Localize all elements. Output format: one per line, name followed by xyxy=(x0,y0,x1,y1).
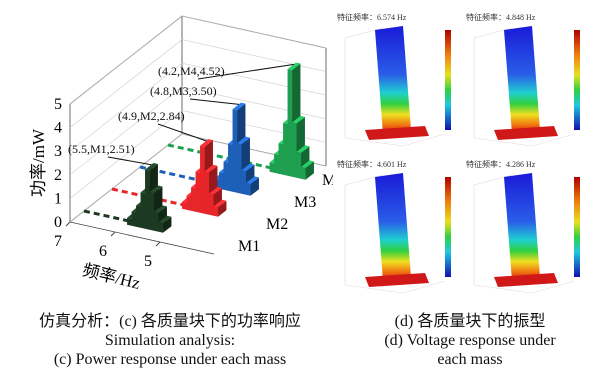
annotation: (4.8,M3,3.50) xyxy=(150,84,217,98)
bar-front xyxy=(127,218,132,226)
series-guide xyxy=(84,211,131,222)
bar-front xyxy=(182,202,187,210)
caption: (d) 各质量块下的振型 xyxy=(395,312,546,330)
bar-front xyxy=(187,196,192,211)
bar-front xyxy=(159,222,164,232)
bar-front xyxy=(297,152,302,179)
bar-front xyxy=(136,206,141,228)
y-tick-label: 1 xyxy=(54,190,62,207)
series-label: M2 xyxy=(266,216,288,233)
bar-front xyxy=(288,69,293,177)
bar-front xyxy=(200,146,205,214)
bar-front xyxy=(224,161,229,190)
colorbar xyxy=(574,177,580,277)
x-tick-label: 5 xyxy=(144,253,152,270)
colorbar xyxy=(574,30,580,130)
y-tick-label: 0 xyxy=(54,214,62,231)
bar-front xyxy=(196,172,201,213)
annotation: (4.9,M2,2.84) xyxy=(118,109,185,123)
bar-front xyxy=(141,192,146,228)
mode-panel: 特征频率：4.848 Hz xyxy=(462,8,590,150)
mode-panel: 特征频率：4.286 Hz xyxy=(462,155,590,297)
bar-front xyxy=(205,171,210,214)
caption: (c) Power response under each mass xyxy=(54,351,286,368)
x-tick xyxy=(111,232,115,236)
bar-front xyxy=(154,212,159,232)
bar-front xyxy=(219,172,224,190)
bar-front xyxy=(301,167,306,180)
annotation: (4.2,M4,4.52) xyxy=(158,64,225,78)
x-tick-label: 7 xyxy=(54,233,62,250)
x-tick xyxy=(156,242,160,246)
bar-front xyxy=(283,123,288,176)
bar-front xyxy=(270,162,275,172)
series-label: M3 xyxy=(294,194,316,211)
bar-front xyxy=(246,183,251,196)
caption: 仿真分析：(c) 各质量块下的功率响应 xyxy=(39,311,301,330)
x-tick-label: 6 xyxy=(99,243,107,260)
caption: (d) Voltage response under xyxy=(384,332,556,349)
y-tick-label: 2 xyxy=(54,167,62,184)
mode-panel: 特征频率：6.574 Hz xyxy=(333,8,461,150)
y-tick-label: 4 xyxy=(54,120,62,137)
annotation: (5.5,M1,2.51) xyxy=(68,142,135,156)
panel-title: 特征频率：6.574 Hz xyxy=(337,12,407,22)
y-axis-label: 功率/mW xyxy=(29,128,48,197)
y-tick-label: 5 xyxy=(54,96,62,113)
bar-front xyxy=(228,144,233,192)
bar-front xyxy=(237,143,242,194)
annotation-arrow xyxy=(190,99,239,104)
bar-front xyxy=(214,206,219,216)
bar-front xyxy=(209,194,214,216)
colorbar xyxy=(445,30,451,130)
y-tick-label: 3 xyxy=(54,143,62,160)
x-tick xyxy=(66,222,70,226)
bar-front xyxy=(233,109,238,193)
bar-front xyxy=(274,154,279,174)
bar-front xyxy=(292,123,297,178)
panel-title: 特征频率：4.601 Hz xyxy=(337,159,407,169)
series-label: M1 xyxy=(238,238,260,255)
x-axis-label: 频率/Hz xyxy=(81,260,143,293)
bar-front xyxy=(145,170,150,230)
caption: each mass xyxy=(437,351,502,368)
series-guide xyxy=(168,145,274,169)
bar-front xyxy=(132,212,137,227)
bar-front xyxy=(191,187,196,212)
mode-shape-panels: 特征频率：6.574 Hz 特征频率：4.848 Hz 特征频率：4.601 Hz 特… xyxy=(333,8,590,297)
bar-front xyxy=(150,192,155,231)
bar-front xyxy=(242,170,247,195)
panel-title: 特征频率：4.848 Hz xyxy=(466,12,536,22)
panel-title: 特征频率：4.286 Hz xyxy=(466,159,536,169)
mode-panel: 特征频率：4.601 Hz xyxy=(333,155,461,297)
power-chart: 012345765功率/mW频率/HzM4M3M2M1(5.5,M1,2.51)… xyxy=(29,16,344,293)
figure: 012345765功率/mW频率/HzM4M3M2M1(5.5,M1,2.51)… xyxy=(0,0,604,372)
caption: Simulation analysis: xyxy=(105,332,235,349)
colorbar xyxy=(445,177,451,277)
bar-front xyxy=(279,143,284,175)
